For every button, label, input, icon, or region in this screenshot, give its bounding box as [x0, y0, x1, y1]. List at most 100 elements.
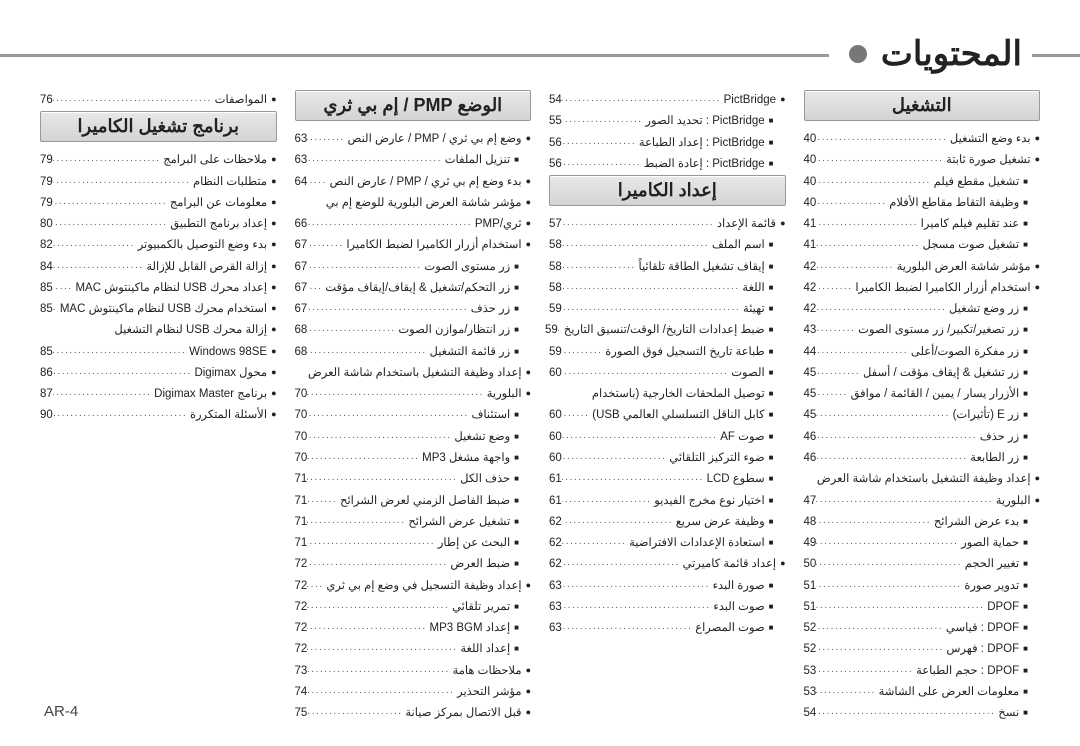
- toc-label: تغيير الحجم: [965, 554, 1021, 575]
- toc-entry: إعداد اللغة72: [295, 639, 532, 660]
- toc-page-number: 60: [549, 405, 562, 426]
- toc-page-number: 63: [549, 576, 562, 597]
- toc-page-number: 58: [549, 235, 562, 256]
- toc-entry: إيقاف تشغيل الطاقة تلقائياً58: [549, 257, 786, 278]
- bullet-square-icon: [1023, 554, 1028, 575]
- bullet-square-icon: [769, 405, 774, 426]
- toc-entry: بدء عرض الشرائح48: [804, 512, 1041, 533]
- toc-label: زر قائمة التشغيل: [429, 342, 512, 363]
- toc-label: صوت المصراع: [695, 618, 766, 639]
- toc-leader-dots: [53, 280, 76, 299]
- bullet-square-icon: [514, 469, 519, 490]
- toc-page-number: 54: [804, 703, 817, 724]
- bullet-square-icon: [1023, 363, 1028, 384]
- toc-leader-dots: [562, 135, 639, 154]
- toc-entry: تنزيل الملفات63: [295, 150, 532, 171]
- bullet-circle-icon: [271, 384, 276, 405]
- toc-leader-dots: [53, 259, 147, 278]
- toc-leader-dots: [562, 301, 743, 320]
- toc-entry: سطوع LCD61: [549, 469, 786, 490]
- toc-leader-dots: [562, 514, 676, 533]
- bullet-square-icon: [514, 150, 519, 171]
- bullet-circle-icon: [1035, 491, 1040, 512]
- toc-label: زر تصغير/تكبير/ زر مستوى الصوت: [858, 320, 1021, 341]
- toc-entry: مؤشر شاشة العرض البلورية للوضع إم بي: [295, 193, 532, 214]
- toc-entry: حماية الصور49: [804, 533, 1041, 554]
- toc-page-number: 71: [295, 512, 308, 533]
- toc-entry: زر حذف67: [295, 299, 532, 320]
- toc-leader-dots: [307, 471, 460, 490]
- toc-entry: الأزرار يسار / يمين / القائمة / موافق45: [804, 384, 1041, 405]
- toc-entry: كابل الناقل التسلسلي العالمي USB) 60: [549, 405, 786, 426]
- bullet-circle-icon: [1035, 129, 1040, 150]
- toc-page-number: 43: [804, 320, 817, 341]
- toc-page-number: 90: [40, 405, 53, 426]
- toc-entry: إعداد برنامج التطبيق80: [40, 214, 277, 235]
- bullet-square-icon: [1023, 533, 1028, 554]
- toc-page-number: 46: [804, 427, 817, 448]
- toc-page-number: 68: [295, 342, 308, 363]
- toc-page-number: 60: [549, 448, 562, 469]
- bullet-circle-icon: [526, 384, 531, 405]
- toc-label: إيقاف تشغيل الطاقة تلقائياً: [638, 257, 766, 278]
- bullet-square-icon: [1023, 639, 1028, 660]
- toc-entry: معلومات العرض على الشاشة53: [804, 682, 1041, 703]
- toc-entry: تشغيل عرض الشرائح71: [295, 512, 532, 533]
- bullet-circle-icon: [271, 214, 276, 235]
- toc-label: كابل الناقل التسلسلي العالمي USB): [592, 405, 766, 426]
- toc-leader-dots: [562, 113, 646, 132]
- toc-label: سطوع LCD: [707, 469, 767, 490]
- toc-leader-dots: [53, 407, 190, 426]
- toc-label: DPOF : فهرس: [946, 639, 1021, 660]
- toc-page-number: 71: [295, 533, 308, 554]
- toc-page-number: 72: [295, 639, 308, 660]
- toc-label: حذف الكل: [460, 469, 512, 490]
- toc-leader-dots: [53, 152, 163, 171]
- toc-entry: إعداد وظيفة التشغيل باستخدام شاشة العرض: [295, 363, 532, 384]
- toc-entry: PictBridge : تحديد الصور55: [549, 111, 786, 132]
- bullet-circle-icon: [1035, 257, 1040, 278]
- page-number: AR-4: [44, 703, 78, 720]
- toc-leader-dots: [307, 174, 329, 193]
- bullet-square-icon: [1023, 214, 1028, 235]
- toc-label: بدء وضع التشغيل: [950, 129, 1033, 150]
- bullet-circle-icon: [271, 320, 276, 341]
- toc-label: الأزرار يسار / يمين / القائمة / موافق: [851, 384, 1022, 405]
- toc-label: استخدام أزرار الكاميرا لضبط الكاميرا: [855, 278, 1032, 299]
- bullet-square-icon: [769, 576, 774, 597]
- bullet-square-icon: [514, 257, 519, 278]
- toc-page-number: 47: [804, 491, 817, 512]
- title-dot-icon: [849, 45, 867, 63]
- toc-page-number: 67: [295, 235, 308, 256]
- bullet-circle-icon: [780, 90, 785, 111]
- toc-label: زر تشغيل & إيقاف مؤقت / أسفل: [863, 363, 1021, 384]
- toc-page-number: 53: [804, 661, 817, 682]
- toc-label: إزالة القرص القابل للإزالة: [146, 257, 269, 278]
- toc-label: الصوت: [731, 363, 766, 384]
- toc-entry: قائمة الإعداد57: [549, 214, 786, 235]
- bullet-circle-icon: [271, 363, 276, 384]
- toc-entry: ضبط العرض72: [295, 554, 532, 575]
- toc-page-number: 60: [549, 363, 562, 384]
- toc-label: DPOF: [987, 597, 1021, 618]
- bullet-square-icon: [1023, 512, 1028, 533]
- toc-label: زر حذف: [471, 299, 512, 320]
- bullet-square-icon: [769, 320, 774, 341]
- bullet-square-icon: [514, 278, 519, 299]
- toc-entry: متطلبات النظام79: [40, 172, 277, 193]
- toc-page-number: 51: [804, 597, 817, 618]
- toc-page-number: 64: [295, 172, 308, 193]
- toc-label: مؤشر التحذير: [457, 682, 523, 703]
- toc-entry: ضبط الفاصل الزمني لعرض الشرائح71: [295, 491, 532, 512]
- bullet-square-icon: [769, 491, 774, 512]
- bullet-circle-icon: [526, 703, 531, 724]
- toc-entry: PictBridge : إعداد الطباعة56: [549, 133, 786, 154]
- toc-page-number: 62: [549, 512, 562, 533]
- toc-page-number: 72: [295, 554, 308, 575]
- toc-entry: DPOF : حجم الطباعة53: [804, 661, 1041, 682]
- toc-page-number: 52: [804, 639, 817, 660]
- toc-page-number: 70: [295, 448, 308, 469]
- toc-page-number: 41: [804, 214, 817, 235]
- toc-entry: تهيئة59: [549, 299, 786, 320]
- toc-leader-dots: [816, 599, 987, 618]
